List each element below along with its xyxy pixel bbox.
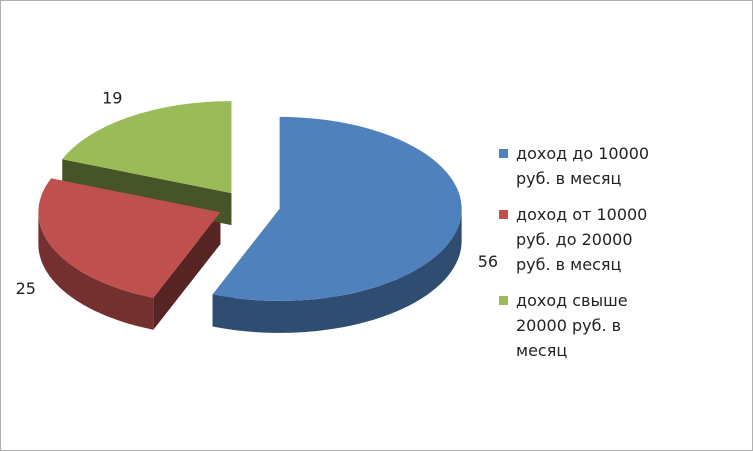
legend-swatch — [499, 210, 508, 219]
slice-side — [212, 208, 462, 333]
legend-label: доход до 10000 руб. в месяц — [516, 144, 650, 188]
data-label: 56 — [478, 252, 498, 271]
slice — [62, 101, 232, 194]
slice-side — [38, 212, 154, 330]
legend-swatch — [499, 296, 508, 305]
data-label: 19 — [102, 88, 122, 107]
data-label: 25 — [16, 279, 36, 298]
legend-entry: доход от 10000 руб. до 20000 руб. в меся… — [499, 202, 659, 277]
legend-label: доход от 10000 руб. до 20000 руб. в меся… — [516, 205, 648, 274]
slice — [212, 116, 462, 301]
legend-entry: доход до 10000 руб. в месяц — [499, 141, 659, 191]
slice-face — [153, 212, 221, 330]
slice — [38, 178, 221, 298]
legend-swatch — [499, 149, 508, 158]
legend-entry: доход свыше 20000 руб. в месяц — [499, 288, 659, 363]
legend-label: доход свыше 20000 руб. в месяц — [516, 291, 628, 360]
